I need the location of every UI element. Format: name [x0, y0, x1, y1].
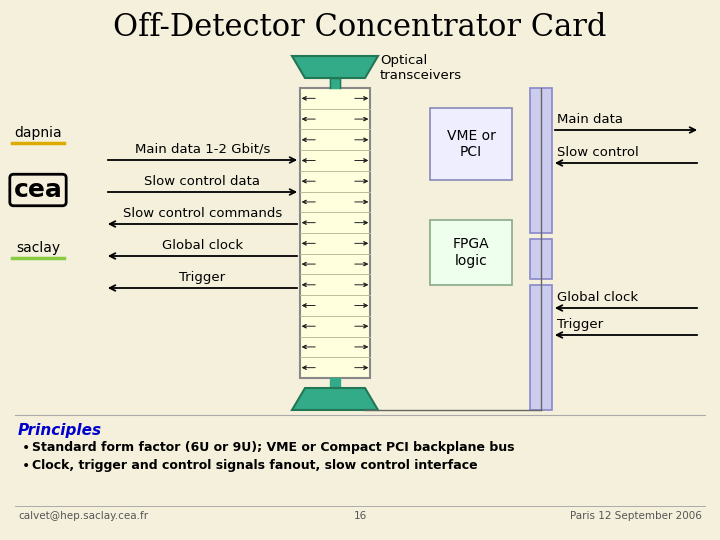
- Bar: [430, 220, 512, 285]
- Text: 16: 16: [354, 511, 366, 521]
- Text: saclay: saclay: [16, 241, 60, 255]
- Polygon shape: [330, 78, 340, 88]
- Text: Slow control: Slow control: [557, 146, 639, 159]
- Text: Principles: Principles: [18, 422, 102, 437]
- Polygon shape: [292, 388, 378, 410]
- Text: cea: cea: [14, 178, 63, 202]
- Text: Main data: Main data: [557, 113, 623, 126]
- Text: Paris 12 September 2006: Paris 12 September 2006: [570, 511, 702, 521]
- Text: Global clock: Global clock: [162, 239, 243, 252]
- Text: VME or
PCI: VME or PCI: [446, 129, 495, 159]
- Text: •: •: [22, 441, 30, 455]
- Text: Optical
transceivers: Optical transceivers: [380, 54, 462, 82]
- Text: Trigger: Trigger: [557, 318, 603, 331]
- Text: Main data 1-2 Gbit/s: Main data 1-2 Gbit/s: [135, 143, 270, 156]
- Text: FPGA
logic: FPGA logic: [453, 238, 490, 268]
- Text: •: •: [22, 459, 30, 473]
- Text: Standard form factor (6U or 9U); VME or Compact PCI backplane bus: Standard form factor (6U or 9U); VME or …: [32, 442, 515, 455]
- Bar: [430, 108, 512, 180]
- Text: dapnia: dapnia: [14, 126, 62, 140]
- Text: calvet@hep.saclay.cea.fr: calvet@hep.saclay.cea.fr: [18, 511, 148, 521]
- Text: Trigger: Trigger: [179, 271, 225, 284]
- Text: Off-Detector Concentrator Card: Off-Detector Concentrator Card: [113, 12, 607, 44]
- Text: Slow control data: Slow control data: [145, 175, 261, 188]
- Bar: [530, 88, 552, 233]
- Bar: [300, 88, 370, 378]
- Text: Clock, trigger and control signals fanout, slow control interface: Clock, trigger and control signals fanou…: [32, 460, 477, 472]
- Bar: [530, 285, 552, 410]
- Bar: [530, 239, 552, 279]
- Text: Global clock: Global clock: [557, 291, 638, 304]
- Polygon shape: [292, 56, 378, 78]
- Polygon shape: [330, 378, 340, 388]
- Text: Slow control commands: Slow control commands: [123, 207, 282, 220]
